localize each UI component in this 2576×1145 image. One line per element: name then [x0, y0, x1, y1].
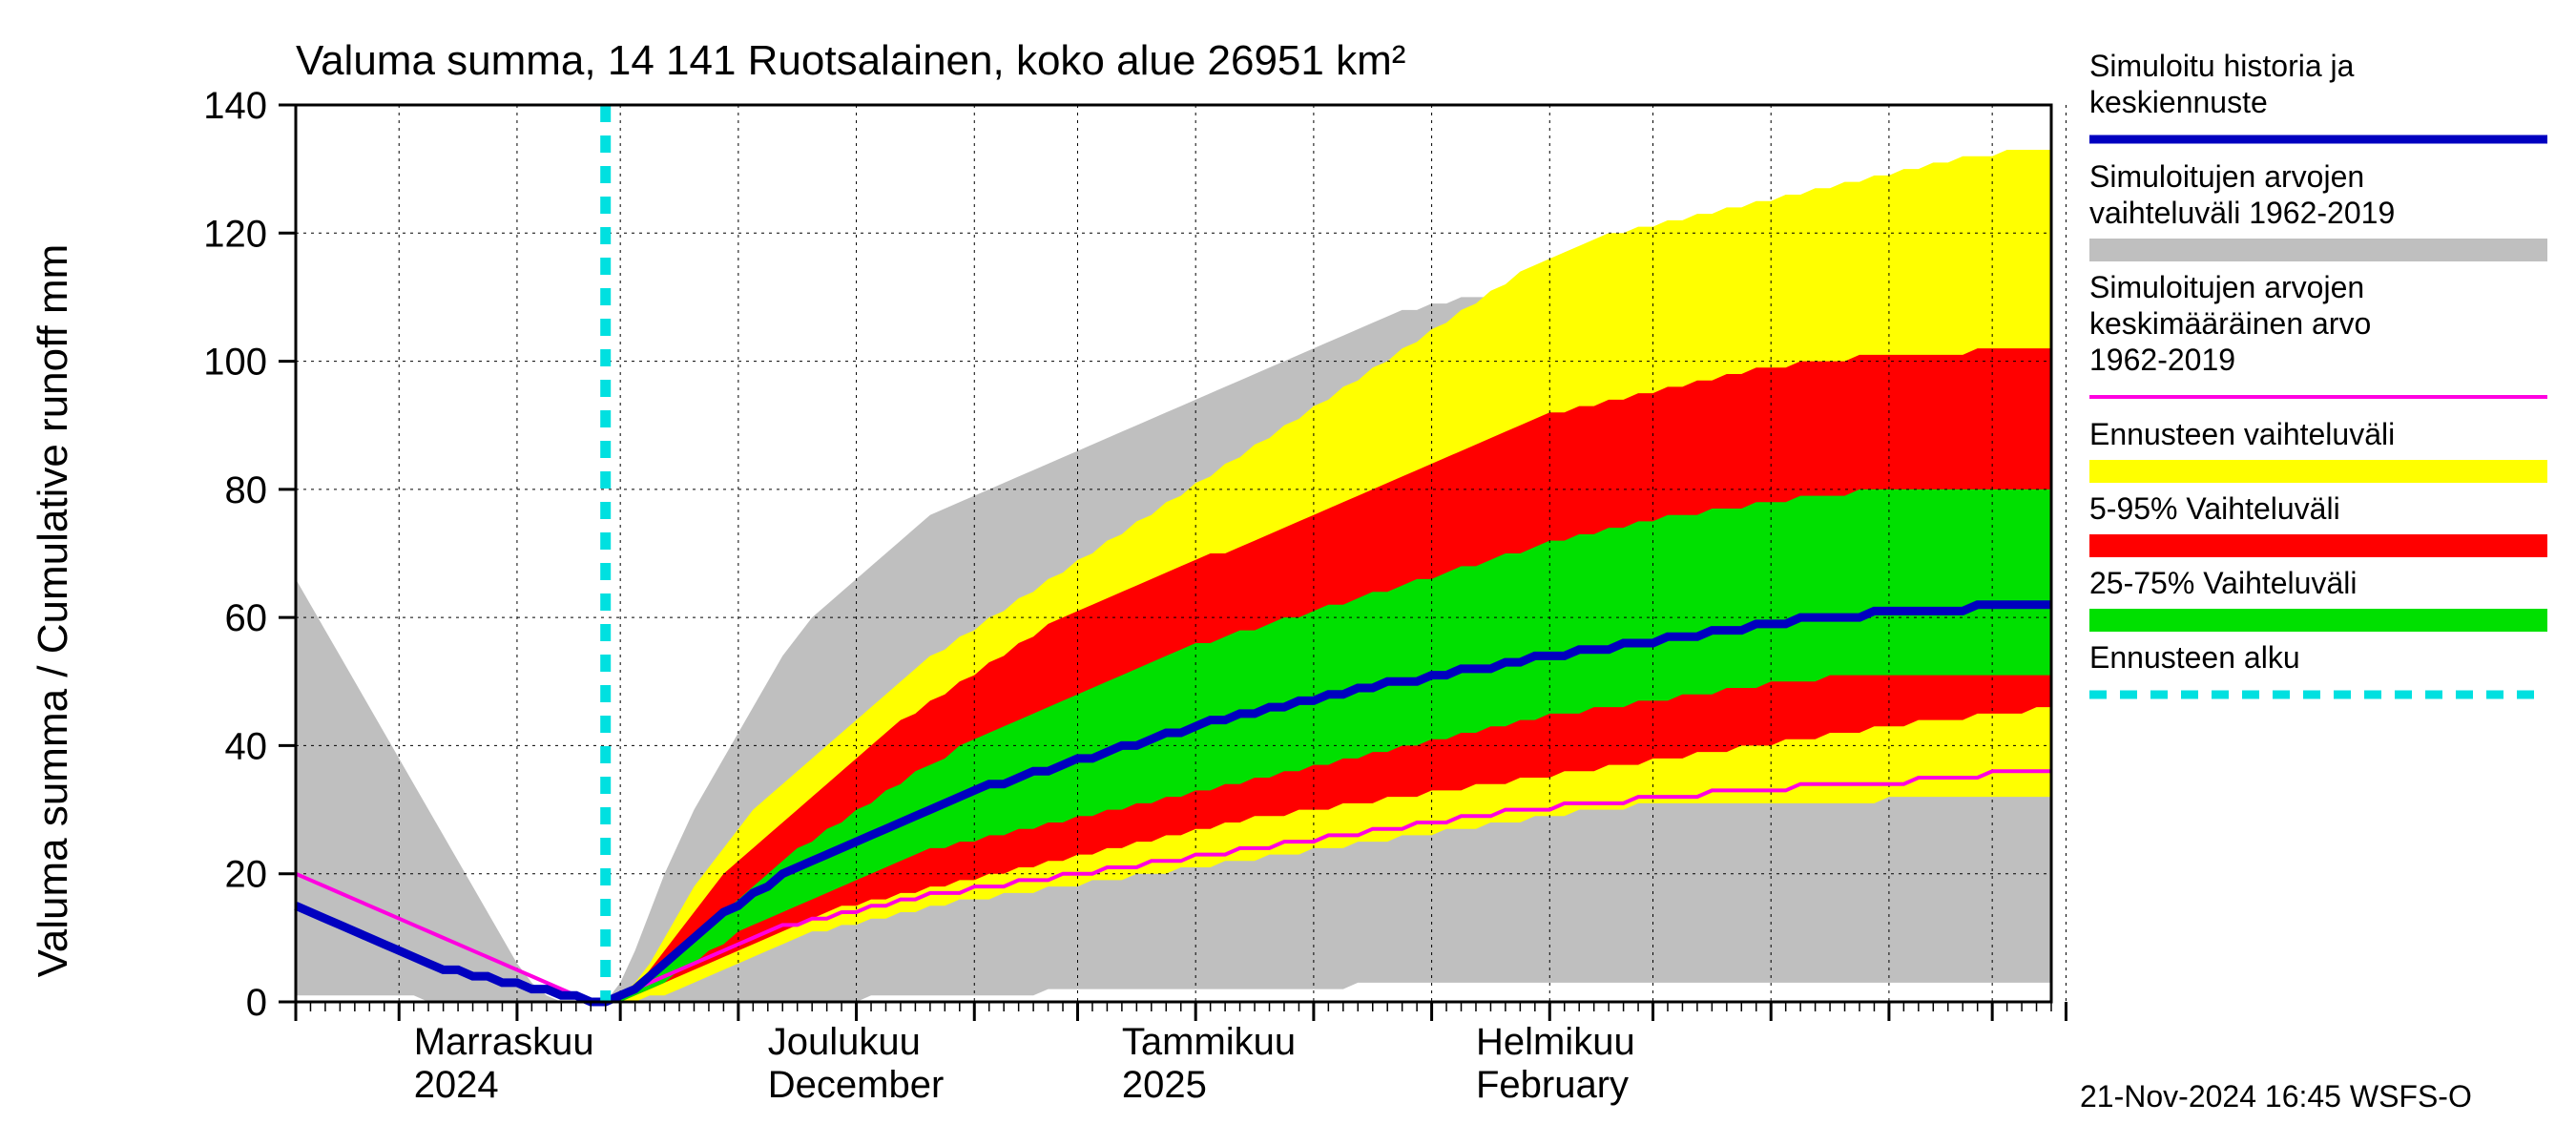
legend-swatch — [2089, 534, 2547, 557]
x-month-sublabel: December — [768, 1064, 945, 1106]
legend-label: 1962-2019 — [2089, 343, 2235, 377]
legend-label: keskimääräinen arvo — [2089, 306, 2371, 341]
legend-label: Ennusteen vaihteluväli — [2089, 417, 2395, 451]
x-month-label: Marraskuu — [414, 1021, 594, 1063]
y-tick-label: 80 — [225, 469, 268, 511]
legend-label: Simuloitujen arvojen — [2089, 270, 2364, 304]
plot-area: 0 20 40 60 80 100 120 140 Marraskuu2024 JoulukuuD… — [203, 85, 2066, 1106]
legend: Simuloitu historia jakeskiennuste Simuloi… — [2089, 49, 2547, 695]
y-tick-label: 140 — [203, 85, 267, 127]
legend-label: Simuloitujen arvojen — [2089, 159, 2364, 194]
x-month-label: Tammikuu — [1122, 1021, 1296, 1063]
legend-label: 25-75% Vaihteluväli — [2089, 566, 2357, 600]
y-tick-label: 0 — [246, 982, 267, 1024]
legend-label: Ennusteen alku — [2089, 640, 2300, 675]
x-month-label: Helmikuu — [1476, 1021, 1635, 1063]
y-tick-label: 40 — [225, 725, 268, 767]
x-month-sublabel: 2025 — [1122, 1064, 1207, 1106]
chart-title: Valuma summa, 14 141 Ruotsalainen, koko … — [296, 37, 1405, 84]
legend-label: 5-95% Vaihteluväli — [2089, 491, 2340, 526]
y-tick-label: 60 — [225, 597, 268, 639]
cumulative-runoff-chart: Valuma summa, 14 141 Ruotsalainen, koko … — [0, 0, 2576, 1145]
footer-timestamp: 21-Nov-2024 16:45 WSFS-O — [2080, 1079, 2472, 1114]
y-tick-label: 120 — [203, 213, 267, 255]
legend-label: Simuloitu historia ja — [2089, 49, 2355, 83]
legend-swatch — [2089, 460, 2547, 483]
x-month-label: Joulukuu — [768, 1021, 921, 1063]
legend-swatch — [2089, 239, 2547, 261]
legend-swatch — [2089, 609, 2547, 632]
legend-label: vaihteluväli 1962-2019 — [2089, 196, 2395, 230]
x-month-sublabel: 2024 — [414, 1064, 499, 1106]
y-axis-label: Valuma summa / Cumulative runoff mm — [30, 244, 76, 978]
y-tick-label: 20 — [225, 854, 268, 896]
y-tick-label: 100 — [203, 342, 267, 384]
legend-label: keskiennuste — [2089, 85, 2268, 119]
x-month-sublabel: February — [1476, 1064, 1629, 1106]
